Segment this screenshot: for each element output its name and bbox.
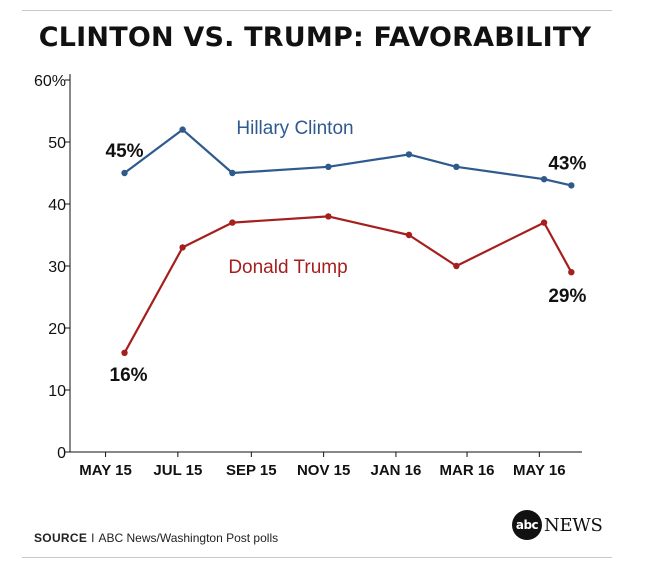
data-point [568,182,575,189]
y-tick-label: 0 [57,445,66,462]
data-point [179,126,186,133]
series-label: Hillary Clinton [236,118,353,139]
x-tick-label: MAY 16 [513,462,566,479]
x-tick-label: SEP 15 [226,462,277,479]
x-tick-label: NOV 15 [297,462,350,479]
data-point [325,163,332,170]
series-label: Donald Trump [228,257,347,278]
data-point [540,219,548,226]
data-point [540,176,548,183]
data-point [405,151,413,158]
x-tick-label: MAY 15 [79,462,132,479]
source-label: SOURCE [34,531,88,545]
line-chart: 0 10 20 30 40 50 60% MAY 15 JUL 15 SEP 15 NOV 15 JA… [34,73,586,479]
data-point [325,213,332,220]
source-line: SOURCE I ABC News/Washington Post polls [34,531,278,545]
data-point [453,163,460,170]
y-tick-label: 40 [48,197,66,214]
source-separator: I [91,531,95,545]
x-tick-label: MAR 16 [440,462,495,479]
logo-wordmark: NEWS [544,514,603,536]
source-text: ABC News/Washington Post polls [98,531,279,545]
data-point [453,262,460,270]
data-point [179,244,186,251]
y-tick-label: 20 [48,321,66,338]
chart-title: CLINTON VS. TRUMP: FAVORABILITY [38,22,592,53]
data-label: 43% [548,153,586,174]
data-point [229,169,236,177]
y-tick-label: 30 [48,259,66,276]
y-tick-label: 10 [48,383,66,400]
abc-logo-icon: abc [512,510,542,540]
x-tick-label: JAN 16 [370,462,421,479]
data-point [229,219,236,226]
data-label: 45% [106,141,144,162]
series-line-1 [123,215,573,354]
abc-news-logo: abc NEWS [512,510,603,540]
data-point [405,231,413,239]
data-point [121,349,128,356]
series-line-0 [123,128,572,187]
y-tick-label: 50 [48,135,66,152]
data-label: 16% [110,365,148,386]
data-label: 29% [548,286,586,307]
data-point [121,169,128,177]
bottom-rule [22,557,612,558]
data-point [568,269,575,276]
x-tick-label: JUL 15 [153,462,202,479]
y-tick-label: 60% [34,73,66,90]
top-rule [22,10,612,11]
